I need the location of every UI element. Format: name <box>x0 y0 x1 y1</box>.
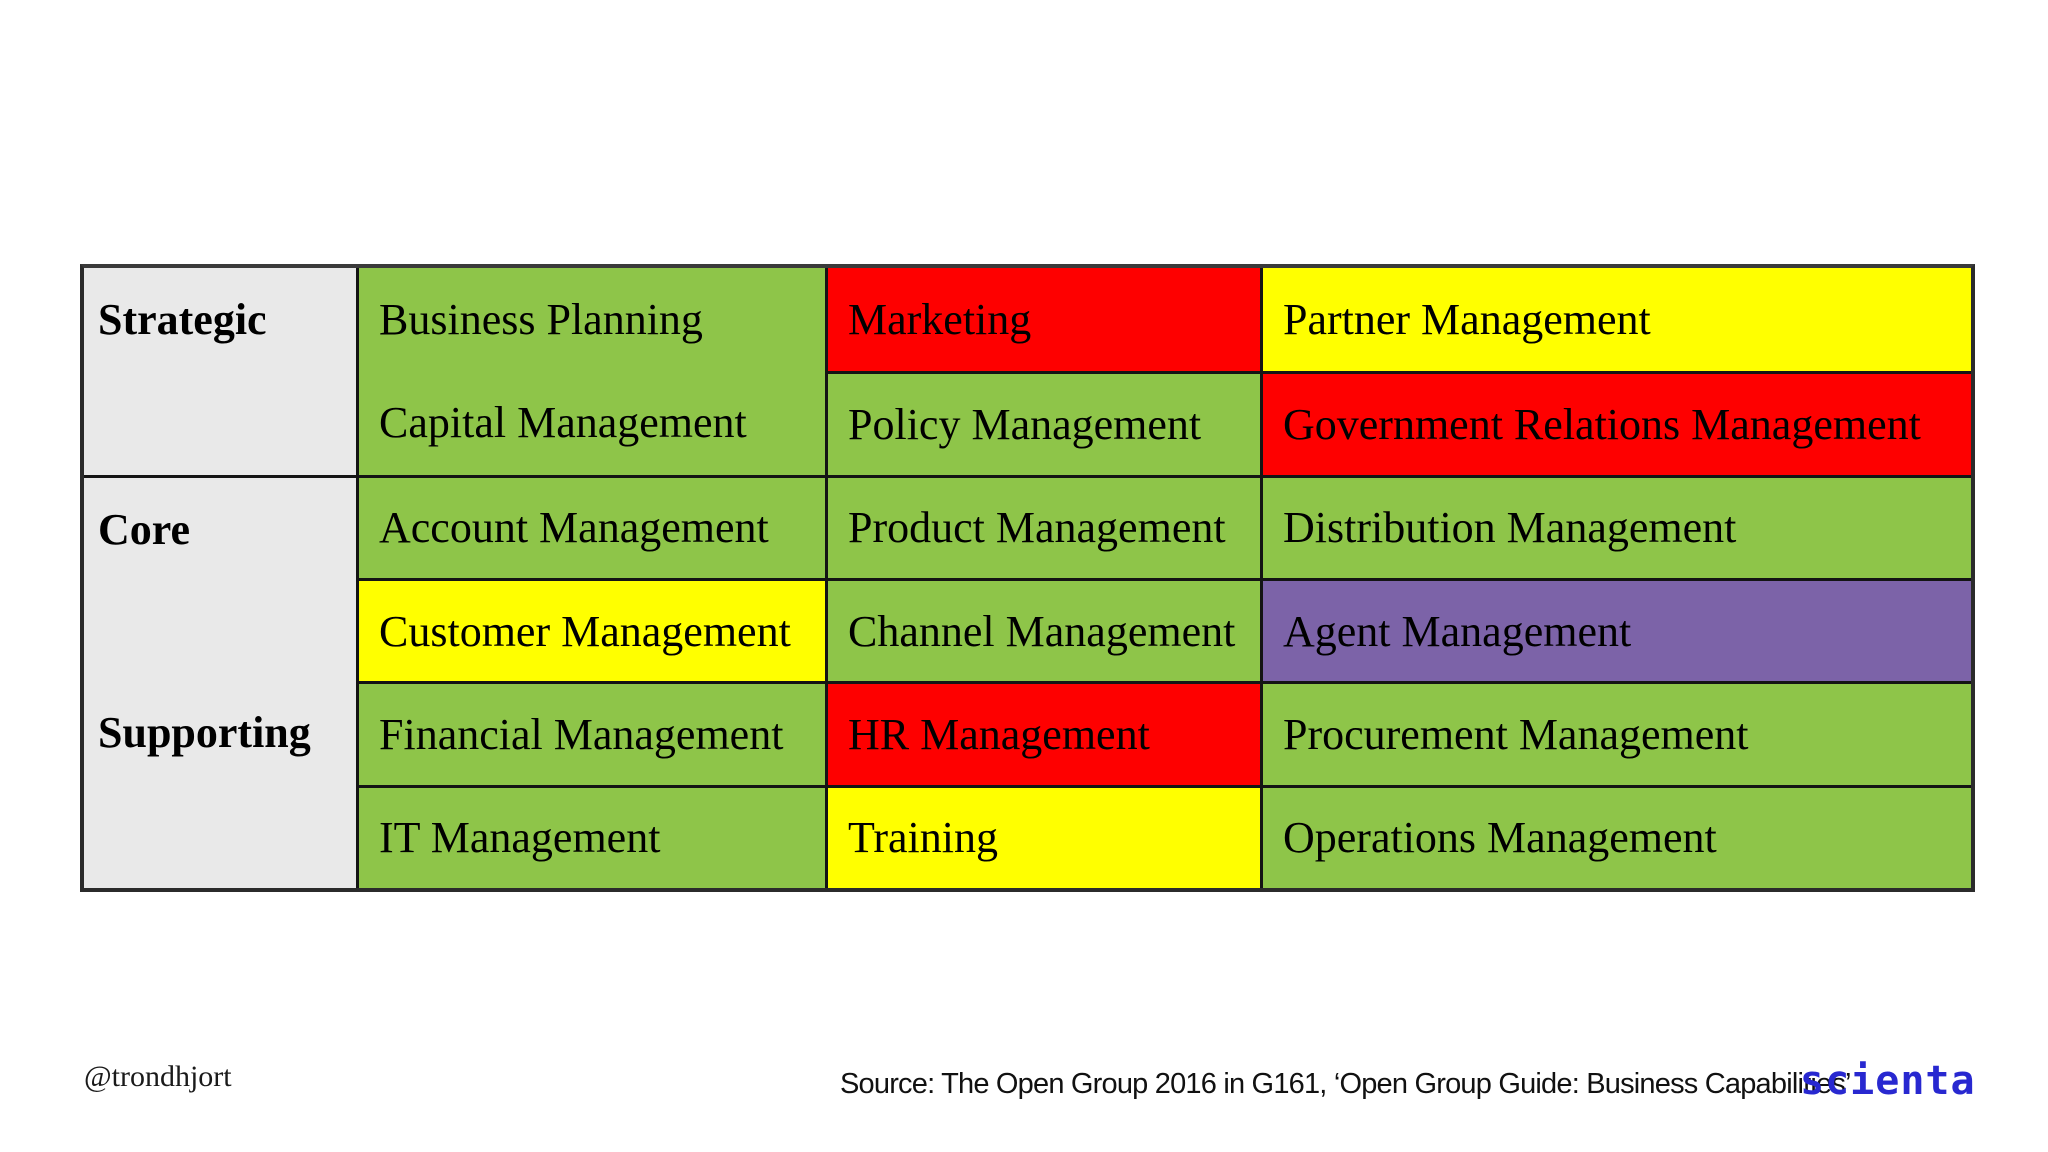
cell-distribution-management: Distribution Management <box>1260 474 1971 578</box>
cell-product-management: Product Management <box>825 474 1260 578</box>
cell-government-relations-management: Government Relations Management <box>1260 371 1971 475</box>
cell-financial-management: Financial Management <box>356 681 825 785</box>
row-group-label: Strategic <box>98 295 267 344</box>
cell-capital-management: Capital Management <box>356 371 825 475</box>
row-group-label: Core <box>98 504 191 554</box>
scienta-logo: scienta <box>1800 1058 1976 1104</box>
cell-hr-management: HR Management <box>825 681 1260 785</box>
cell-customer-management: Customer Management <box>356 578 825 682</box>
cell-policy-management: Policy Management <box>825 371 1260 475</box>
cell-training: Training <box>825 784 1260 888</box>
cell-marketing: Marketing <box>825 268 1260 372</box>
cell-account-management: Account Management <box>356 474 825 578</box>
cell-it-management: IT Management <box>356 784 825 888</box>
capability-matrix: Strategic Core Supporting Business Plann… <box>80 264 1975 892</box>
row-group-supporting: Supporting <box>84 681 356 888</box>
cell-partner-management: Partner Management <box>1260 268 1971 372</box>
cell-procurement-management: Procurement Management <box>1260 681 1971 785</box>
cell-channel-management: Channel Management <box>825 578 1260 682</box>
source-citation: Source: The Open Group 2016 in G161, ‘Op… <box>840 1068 1852 1100</box>
cell-agent-management: Agent Management <box>1260 578 1971 682</box>
row-group-strategic: Strategic <box>84 268 356 475</box>
row-group-label: Supporting <box>98 708 311 758</box>
cell-operations-management: Operations Management <box>1260 784 1971 888</box>
author-handle: @trondhjort <box>84 1060 232 1093</box>
row-group-core: Core <box>84 474 356 682</box>
cell-business-planning: Business Planning <box>356 268 825 372</box>
